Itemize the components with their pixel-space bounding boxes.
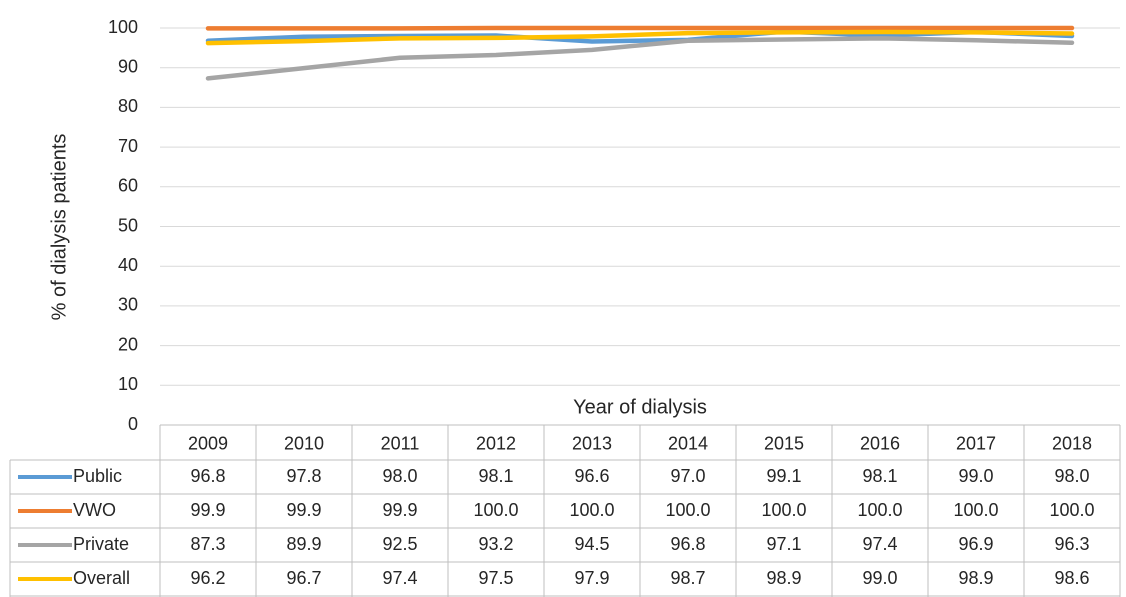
data-label: 87.3 [190, 534, 225, 554]
data-label: 99.9 [190, 500, 225, 520]
data-label: 96.9 [958, 534, 993, 554]
y-tick-label: 40 [118, 255, 138, 275]
series-line [205, 36, 1075, 81]
data-label: 97.9 [574, 568, 609, 588]
y-tick-label: 60 [118, 176, 138, 196]
data-label: 98.7 [670, 568, 705, 588]
data-label: 100.0 [665, 500, 710, 520]
x-tick-label: 2018 [1052, 433, 1092, 453]
data-label: 92.5 [382, 534, 417, 554]
data-label: 96.7 [286, 568, 321, 588]
legend-label: VWO [73, 500, 116, 520]
data-label: 100.0 [473, 500, 518, 520]
data-label: 98.9 [958, 568, 993, 588]
data-label: 89.9 [286, 534, 321, 554]
data-label: 96.2 [190, 568, 225, 588]
y-tick-label: 50 [118, 215, 138, 235]
data-label: 97.0 [670, 466, 705, 486]
data-label: 99.0 [958, 466, 993, 486]
x-tick-label: 2009 [188, 433, 228, 453]
y-tick-label: 20 [118, 334, 138, 354]
x-tick-label: 2011 [381, 433, 420, 453]
x-tick-label: 2010 [284, 433, 324, 453]
x-tick-label: 2013 [572, 433, 612, 453]
x-tick-label: 2017 [956, 433, 996, 453]
x-tick-label: 2012 [476, 433, 516, 453]
y-tick-label: 90 [118, 56, 138, 76]
data-label: 98.0 [382, 466, 417, 486]
data-label: 99.9 [286, 500, 321, 520]
y-tick-label: 70 [118, 136, 138, 156]
data-label: 100.0 [569, 500, 614, 520]
data-label: 97.4 [862, 534, 897, 554]
data-label: 98.9 [766, 568, 801, 588]
x-tick-label: 2016 [860, 433, 900, 453]
data-label: 98.1 [862, 466, 897, 486]
data-label: 96.3 [1054, 534, 1089, 554]
y-tick-label: 80 [118, 96, 138, 116]
data-label: 99.1 [766, 466, 801, 486]
x-tick-label: 2015 [764, 433, 804, 453]
data-label: 96.8 [190, 466, 225, 486]
data-label: 98.6 [1054, 568, 1089, 588]
legend-label: Overall [73, 568, 130, 588]
data-label: 100.0 [857, 500, 902, 520]
y-axis-label: % of dialysis patients [48, 134, 70, 321]
data-label: 96.6 [574, 466, 609, 486]
data-label: 94.5 [574, 534, 609, 554]
y-tick-label: 100 [108, 17, 138, 37]
legend-label: Public [73, 466, 122, 486]
data-label: 93.2 [478, 534, 513, 554]
y-tick-label: 0 [128, 414, 138, 434]
data-label: 98.0 [1054, 466, 1089, 486]
data-label: 100.0 [1049, 500, 1094, 520]
data-label: 100.0 [953, 500, 998, 520]
x-axis-label: Year of dialysis [573, 396, 707, 418]
data-label: 97.8 [286, 466, 321, 486]
data-label: 97.5 [478, 568, 513, 588]
y-tick-label: 10 [118, 374, 138, 394]
data-label: 96.8 [670, 534, 705, 554]
x-tick-label: 2014 [668, 433, 708, 453]
data-label: 97.4 [382, 568, 417, 588]
series-line [205, 29, 1075, 46]
data-label: 99.9 [382, 500, 417, 520]
data-label: 98.1 [478, 466, 513, 486]
legend-label: Private [73, 534, 129, 554]
data-label: 100.0 [761, 500, 806, 520]
data-label: 97.1 [766, 534, 801, 554]
data-label: 99.0 [862, 568, 897, 588]
y-tick-label: 30 [118, 295, 138, 315]
